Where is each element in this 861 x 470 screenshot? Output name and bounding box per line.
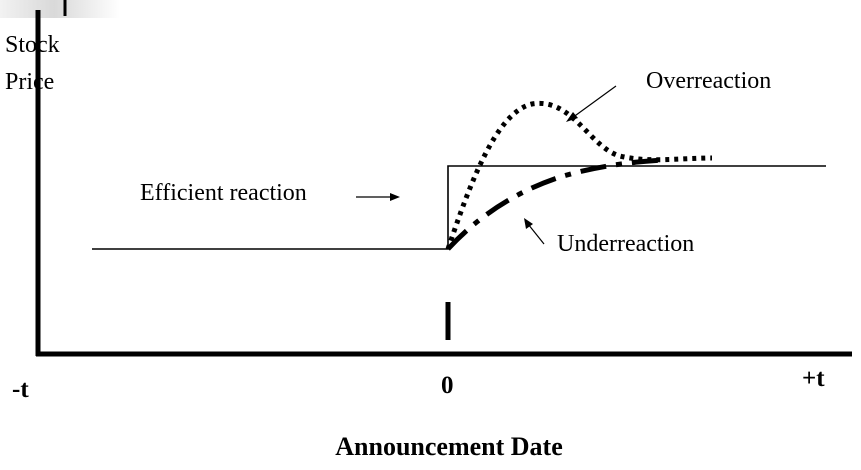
overreaction-label: Overreaction: [646, 68, 771, 94]
underreaction-label: Underreaction: [557, 231, 694, 257]
y-axis-label-line2: Price: [5, 69, 54, 95]
x-axis-title: Announcement Date: [335, 432, 563, 461]
x-tick-right: +t: [802, 365, 825, 392]
x-tick-zero: 0: [441, 372, 454, 399]
efficient-reaction-line: [92, 165, 826, 250]
overreaction-arrow-head: [566, 112, 578, 122]
y-axis-label-line1: Stock: [5, 32, 60, 58]
underreaction-arrow-head: [524, 218, 533, 229]
underreaction-curve: [446, 157, 665, 251]
corner-shading: [0, 0, 120, 18]
efficient-reaction-label: Efficient reaction: [140, 180, 307, 206]
overreaction-arrow-line: [571, 85, 617, 119]
underreaction-arrow-line: [527, 223, 545, 245]
x-tick-left: -t: [12, 376, 29, 403]
overreaction-curve: [445, 100, 713, 250]
efficient-arrow-head: [390, 193, 400, 201]
